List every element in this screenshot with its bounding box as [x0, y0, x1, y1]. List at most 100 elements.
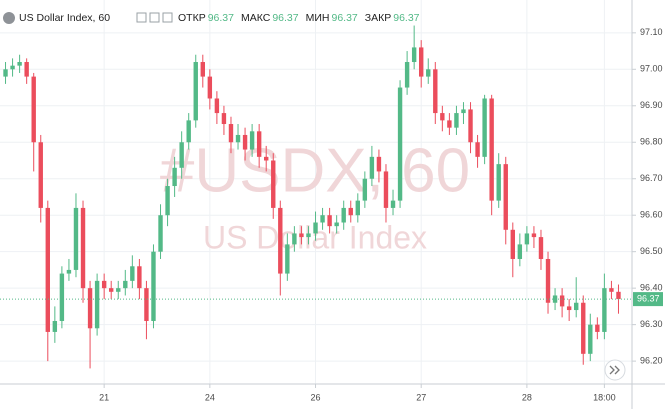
y-tick-label: 96.30 [640, 319, 663, 329]
scroll-button-circle[interactable] [604, 359, 626, 381]
candle-body [538, 237, 544, 259]
symbol-icon [3, 12, 15, 24]
candle-body [3, 69, 8, 77]
candle-body [158, 215, 163, 252]
y-tick-label: 96.20 [640, 355, 663, 365]
y-tick-label: 96.60 [640, 210, 663, 220]
header-icon[interactable] [162, 12, 173, 23]
x-tick-label: 24 [205, 392, 215, 402]
ohlc-values: ОТКР 96.37 МАКС 96.37 МИН 96.37 ЗАКР 96.37 [178, 12, 420, 24]
candle-body [45, 207, 50, 332]
candle-body [144, 288, 149, 321]
candle-body [221, 113, 227, 125]
ohlc-value: 96.37 [332, 12, 358, 24]
candle-body [419, 47, 424, 77]
candle-body [454, 113, 459, 128]
watermark-symbol: #USDX, 60 [160, 136, 470, 205]
candle-body [130, 266, 135, 281]
candle-body [87, 288, 93, 329]
ohlc-label: МАКС [241, 12, 271, 24]
candle-body [433, 69, 438, 114]
candle-body [320, 215, 325, 223]
ohlc-value: 96.37 [272, 12, 298, 24]
candle-body [390, 200, 396, 208]
candle-body [165, 186, 170, 216]
candle-body [31, 76, 36, 143]
last-price-label: 96.37 [637, 293, 660, 303]
candle-body [510, 229, 515, 259]
x-tick-label: 21 [99, 392, 109, 402]
axes: 96.20 96.30 96.40 96.50 96.60 96.70 96.80 96.90… [99, 27, 663, 402]
candle-body [447, 120, 452, 128]
candle-body [362, 178, 368, 201]
candle-body [574, 302, 579, 311]
candle-body [193, 62, 198, 121]
candle-body [52, 320, 58, 332]
candle-body [616, 291, 621, 300]
y-tick-label: 96.70 [640, 173, 663, 183]
candle-body [376, 156, 382, 172]
candle-body [285, 244, 290, 274]
y-tick-label: 96.80 [640, 137, 663, 147]
candle-body [468, 109, 473, 143]
candle-body [271, 160, 276, 208]
candle-body [595, 324, 600, 332]
candle-body [264, 156, 269, 161]
ohlc-value: 96.37 [208, 12, 234, 24]
y-tick-label: 97.10 [640, 27, 663, 37]
candle-body [200, 62, 205, 77]
x-tick-label: 27 [416, 392, 426, 402]
candle-body [172, 167, 177, 187]
candle-body [482, 98, 487, 157]
candle-body [411, 47, 417, 63]
candle-body [73, 207, 79, 270]
x-tick-label: 28 [522, 392, 532, 402]
y-tick-label: 96.50 [640, 246, 663, 256]
candle-body [383, 171, 389, 208]
scroll-icon[interactable] [609, 365, 620, 375]
candle-body [186, 120, 191, 143]
candle-body [249, 131, 255, 150]
candle-body [440, 113, 445, 121]
last-price-box [633, 292, 663, 307]
candle-body [299, 233, 304, 238]
candle-body [278, 207, 283, 274]
candle-body [369, 156, 375, 179]
ohlc-label: ЗАКР [365, 12, 391, 24]
candle-body [313, 222, 318, 234]
candle-body [116, 288, 121, 292]
candle-body [602, 288, 607, 332]
candle-body [38, 142, 43, 208]
y-tick-label: 96.40 [640, 283, 663, 293]
candle-body [489, 98, 494, 201]
candle-body [94, 280, 100, 329]
candle-body [461, 109, 466, 114]
y-tick-label: 97.00 [640, 64, 663, 74]
candle-body [397, 87, 403, 201]
candle-body [17, 62, 22, 66]
candle-body [426, 69, 431, 77]
scroll-button[interactable] [604, 359, 626, 381]
candle-body [101, 280, 107, 289]
header-icon[interactable] [149, 12, 160, 23]
ohlc-value: 96.37 [393, 12, 419, 24]
candle-body [581, 302, 586, 354]
candle-body [292, 233, 297, 245]
candle-body [80, 207, 86, 289]
header-icon[interactable] [136, 12, 147, 23]
candle-body [517, 244, 523, 259]
candle-body [151, 251, 156, 321]
candle-body [179, 142, 184, 168]
candle-body [496, 164, 501, 201]
candle-body [256, 131, 262, 157]
symbol-title: US Dollar Index, 60 [19, 12, 110, 24]
candle-body [524, 233, 530, 245]
candle-body [59, 273, 65, 321]
ohlc-label: МИН [306, 12, 330, 24]
candle-body [566, 306, 572, 311]
candle-body [404, 62, 410, 88]
candle-body [334, 222, 339, 227]
candle-body [545, 258, 551, 303]
candle-body [355, 200, 360, 216]
